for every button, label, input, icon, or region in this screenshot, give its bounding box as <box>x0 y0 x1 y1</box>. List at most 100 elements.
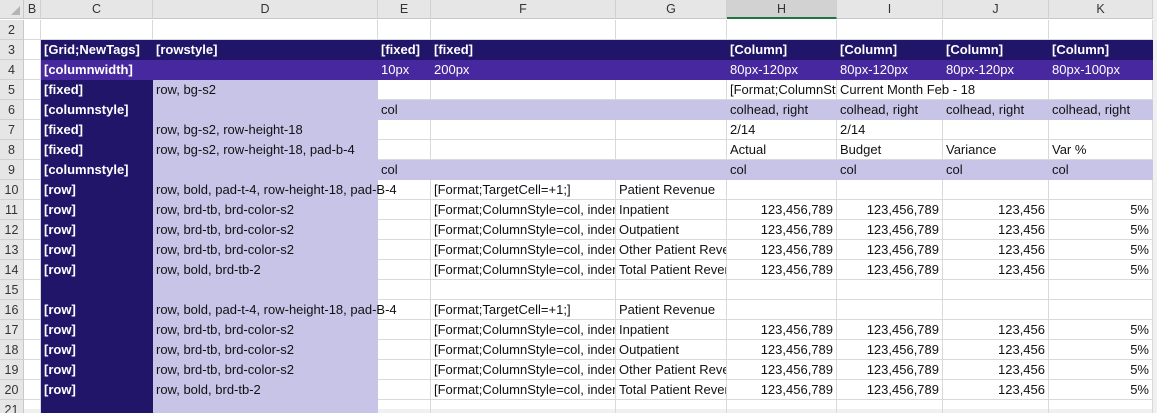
cell-d17[interactable]: row, brd-tb, brd-color-s2 <box>153 320 378 340</box>
cell-g7[interactable] <box>616 120 727 140</box>
cell-b2[interactable] <box>24 20 41 40</box>
cell-i21[interactable] <box>837 400 943 413</box>
cell-b7[interactable] <box>24 120 41 140</box>
cell-h10[interactable] <box>727 180 837 200</box>
cell-g4[interactable] <box>616 60 727 80</box>
cell-e6[interactable]: col <box>378 100 431 120</box>
cell-e7[interactable] <box>378 120 431 140</box>
cell-h17[interactable]: 123,456,789 <box>727 320 837 340</box>
cell-c11[interactable]: [row] <box>41 200 153 220</box>
row-header[interactable]: 3 <box>0 40 24 60</box>
cell-j5[interactable] <box>943 80 1049 100</box>
cell-i2[interactable] <box>837 20 943 40</box>
row-header[interactable]: 6 <box>0 100 24 120</box>
cell-j4[interactable]: 80px-120px <box>943 60 1049 80</box>
row-header[interactable]: 21 <box>0 400 24 413</box>
cell-g8[interactable] <box>616 140 727 160</box>
cell-h3[interactable]: [Column] <box>727 40 837 60</box>
cell-e20[interactable] <box>378 380 431 400</box>
select-all-button[interactable] <box>0 0 24 19</box>
cell-i13[interactable]: 123,456,789 <box>837 240 943 260</box>
cell-e3[interactable]: [fixed] <box>378 40 431 60</box>
cell-h5[interactable]: [Format;ColumnStyle=colhead] <box>727 80 837 100</box>
cell-e11[interactable] <box>378 200 431 220</box>
cell-h11[interactable]: 123,456,789 <box>727 200 837 220</box>
cell-b10[interactable] <box>24 180 41 200</box>
cell-b4[interactable] <box>24 60 41 80</box>
column-header-i[interactable]: I <box>837 0 943 19</box>
cell-g20[interactable]: Total Patient Revenue <box>616 380 727 400</box>
cell-d11[interactable]: row, brd-tb, brd-color-s2 <box>153 200 378 220</box>
cell-i6[interactable]: colhead, right <box>837 100 943 120</box>
cell-c10[interactable]: [row] <box>41 180 153 200</box>
cell-i19[interactable]: 123,456,789 <box>837 360 943 380</box>
cell-i14[interactable]: 123,456,789 <box>837 260 943 280</box>
row-header[interactable]: 17 <box>0 320 24 340</box>
cell-f10[interactable]: [Format;TargetCell=+1;] <box>431 180 616 200</box>
cell-b14[interactable] <box>24 260 41 280</box>
cell-f12[interactable]: [Format;ColumnStyle=col, indent] <box>431 220 616 240</box>
cell-f21[interactable] <box>431 400 616 413</box>
cell-k6[interactable]: colhead, right <box>1049 100 1153 120</box>
cell-k2[interactable] <box>1049 20 1153 40</box>
row-header[interactable]: 16 <box>0 300 24 320</box>
row-header[interactable]: 2 <box>0 20 24 40</box>
cell-g21[interactable] <box>616 400 727 413</box>
cell-h12[interactable]: 123,456,789 <box>727 220 837 240</box>
cell-g12[interactable]: Outpatient <box>616 220 727 240</box>
cell-c13[interactable]: [row] <box>41 240 153 260</box>
cell-k5[interactable] <box>1049 80 1153 100</box>
cell-e19[interactable] <box>378 360 431 380</box>
cell-j8[interactable]: Variance <box>943 140 1049 160</box>
cell-h6[interactable]: colhead, right <box>727 100 837 120</box>
cell-d10[interactable]: row, bold, pad-t-4, row-height-18, pad-B… <box>153 180 397 200</box>
cell-i7[interactable]: 2/14 <box>837 120 943 140</box>
cell-d6[interactable] <box>153 100 378 120</box>
row-header[interactable]: 12 <box>0 220 24 240</box>
cell-d3[interactable]: [rowstyle] <box>153 40 378 60</box>
cell-d4[interactable] <box>153 60 378 80</box>
row-header[interactable]: 8 <box>0 140 24 160</box>
cell-f19[interactable]: [Format;ColumnStyle=col, indent] <box>431 360 616 380</box>
cell-j11[interactable]: 123,456 <box>943 200 1049 220</box>
cell-g11[interactable]: Inpatient <box>616 200 727 220</box>
cell-j10[interactable] <box>943 180 1049 200</box>
cell-j12[interactable]: 123,456 <box>943 220 1049 240</box>
cell-h9[interactable]: col <box>727 160 837 180</box>
cell-h7[interactable]: 2/14 <box>727 120 837 140</box>
cell-k14[interactable]: 5% <box>1049 260 1153 280</box>
row-header[interactable]: 4 <box>0 60 24 80</box>
cell-g10[interactable]: Patient Revenue <box>616 180 727 200</box>
column-header-f[interactable]: F <box>431 0 616 19</box>
cell-b11[interactable] <box>24 200 41 220</box>
cell-j17[interactable]: 123,456 <box>943 320 1049 340</box>
row-header[interactable]: 14 <box>0 260 24 280</box>
cell-c21[interactable] <box>41 400 153 413</box>
cell-f20[interactable]: [Format;ColumnStyle=col, indent] <box>431 380 616 400</box>
row-header[interactable]: 20 <box>0 380 24 400</box>
cell-k12[interactable]: 5% <box>1049 220 1153 240</box>
cell-k7[interactable] <box>1049 120 1153 140</box>
cell-j15[interactable] <box>943 280 1049 300</box>
cell-k17[interactable]: 5% <box>1049 320 1153 340</box>
cell-g13[interactable]: Other Patient Revenue <box>616 240 727 260</box>
row-header[interactable]: 5 <box>0 80 24 100</box>
cell-i8[interactable]: Budget <box>837 140 943 160</box>
cell-c20[interactable]: [row] <box>41 380 153 400</box>
cell-b18[interactable] <box>24 340 41 360</box>
cell-f7[interactable] <box>431 120 616 140</box>
cell-j21[interactable] <box>943 400 1049 413</box>
cell-j6[interactable]: colhead, right <box>943 100 1049 120</box>
cell-i16[interactable] <box>837 300 943 320</box>
cell-k15[interactable] <box>1049 280 1153 300</box>
cell-d2[interactable] <box>153 20 378 40</box>
cell-k9[interactable]: col <box>1049 160 1153 180</box>
row-header[interactable]: 13 <box>0 240 24 260</box>
cell-d9[interactable] <box>153 160 378 180</box>
cell-f15[interactable] <box>431 280 616 300</box>
cell-h20[interactable]: 123,456,789 <box>727 380 837 400</box>
cell-i10[interactable] <box>837 180 943 200</box>
cell-b17[interactable] <box>24 320 41 340</box>
cell-e8[interactable] <box>378 140 431 160</box>
